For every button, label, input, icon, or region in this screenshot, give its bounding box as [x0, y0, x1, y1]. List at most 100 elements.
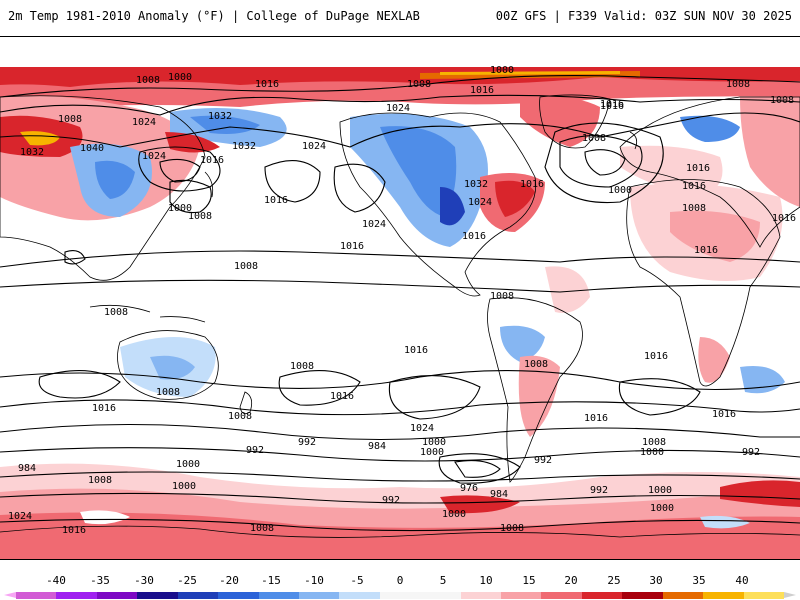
anomaly-region	[518, 355, 560, 437]
legend-tick-label: -40	[46, 574, 66, 587]
legend-tick-label: 20	[564, 574, 578, 587]
colorbar-segment	[703, 592, 744, 599]
isobar-label: 1000	[420, 447, 444, 458]
isobar-label: 1008	[524, 359, 548, 370]
coastline-asia-west	[0, 95, 206, 281]
isobar-label: 1016	[340, 241, 364, 252]
coastline-eurasia	[619, 96, 800, 248]
isobar-label: 992	[382, 495, 400, 506]
colorbar-segment	[96, 592, 138, 599]
anomaly-region	[720, 480, 800, 507]
isobar-label: 1016	[92, 403, 116, 414]
isobar-label: 976	[460, 483, 478, 494]
isobar-label: 992	[742, 447, 760, 458]
colorbar-segment	[581, 592, 623, 599]
isobar-label: 1024	[302, 141, 326, 152]
isobar-label: 1016	[520, 179, 544, 190]
isobar-label: 1008	[642, 437, 666, 448]
colorbar-segment	[541, 592, 582, 599]
isobar-label: 1016	[404, 345, 428, 356]
isobar	[0, 447, 800, 462]
colorbar-segment	[298, 592, 340, 599]
isobar	[0, 370, 800, 391]
anomaly-map: 1008 1000 1016 1008 1000 1016 1008 1008 …	[0, 36, 800, 560]
isobar-label: 984	[368, 441, 386, 452]
isobar-label: 1016	[255, 79, 279, 90]
isobar-label: 1008	[104, 307, 128, 318]
isobar-label: 1008	[250, 523, 274, 534]
colorbar-segment	[501, 592, 542, 599]
isobar-label: 1016	[694, 245, 718, 256]
isobar	[584, 149, 626, 176]
isobar	[169, 179, 212, 214]
isobar-label: 1008	[490, 291, 514, 302]
isobar	[388, 375, 481, 420]
isobar-label: 1000	[608, 185, 632, 196]
isobar-label: 1024	[386, 103, 410, 114]
anomaly-region	[95, 160, 135, 199]
anomaly-region	[440, 187, 465, 226]
isobar-label: 1008	[500, 523, 524, 534]
anomaly-region	[500, 325, 545, 362]
legend-tick-label: -5	[350, 574, 364, 587]
legend-tick-label: 35	[692, 574, 706, 587]
isobar	[454, 460, 501, 478]
colorbar-segment	[460, 592, 502, 599]
isobar	[38, 370, 121, 399]
isobar-label: 984	[490, 489, 508, 500]
colorbar	[16, 592, 785, 599]
anomaly-region	[680, 115, 740, 142]
isobar-label: 1032	[208, 111, 232, 122]
anomaly-region	[740, 97, 800, 207]
anomaly-region	[440, 495, 520, 514]
isobar-label: 1016	[686, 163, 710, 174]
legend-tick-label: -20	[219, 574, 239, 587]
isobar-label: 1008	[136, 75, 160, 86]
isobar-label: 1024	[8, 511, 32, 522]
isobar	[559, 135, 643, 188]
isobar-label: 992	[246, 445, 264, 456]
isobar-label: 1008	[58, 114, 82, 125]
isobar-label: 1008	[582, 133, 606, 144]
isobar	[333, 163, 386, 213]
isobar-label: 1032	[20, 147, 44, 158]
isobar-label: 1000	[490, 65, 514, 76]
colorbar-segment	[16, 592, 57, 599]
anomaly-region	[670, 210, 760, 262]
header: 2m Temp 1981-2010 Anomaly (°F) | College…	[0, 0, 800, 34]
anomaly-region	[80, 510, 130, 525]
isobar	[0, 279, 800, 293]
isobar-label: 1016	[62, 525, 86, 536]
coastline-africa	[626, 179, 781, 387]
anomaly-region	[740, 366, 785, 394]
legend-tick-label: 10	[479, 574, 493, 587]
isobar-label: 1024	[410, 423, 434, 434]
coastline-uk	[629, 131, 638, 150]
anomaly-region	[545, 266, 590, 313]
isobar-label: 1008	[770, 95, 794, 106]
isobar-label: 1008	[682, 203, 706, 214]
legend-tick-label: -15	[261, 574, 281, 587]
isobar-labels: 1008 1000 1016 1008 1000 1016 1008 1008 …	[8, 65, 796, 536]
isobar-label: 1000	[168, 72, 192, 83]
anomaly-region	[380, 126, 457, 217]
isobar	[278, 370, 361, 406]
isobar-label: 1000	[422, 437, 446, 448]
colorbar-segment	[339, 592, 380, 599]
colorbar-low-tip	[4, 592, 16, 598]
isobar-label: 1016	[470, 85, 494, 96]
isobar	[0, 75, 800, 98]
colorbar-segment	[662, 592, 704, 599]
isobar-label: 1000	[176, 459, 200, 470]
isobar-label: 1008	[290, 361, 314, 372]
isobar-label: 1016	[200, 155, 224, 166]
isobar	[544, 122, 664, 204]
isobar-label: 1016	[644, 351, 668, 362]
isobar-label: 1016	[712, 409, 736, 420]
isobar-label: 1016	[682, 181, 706, 192]
isobar	[0, 492, 800, 504]
isobar	[0, 399, 800, 416]
coastline-new-zealand	[239, 391, 253, 415]
isobar-label: 1016	[584, 413, 608, 424]
isobar-label: 1000	[168, 203, 192, 214]
